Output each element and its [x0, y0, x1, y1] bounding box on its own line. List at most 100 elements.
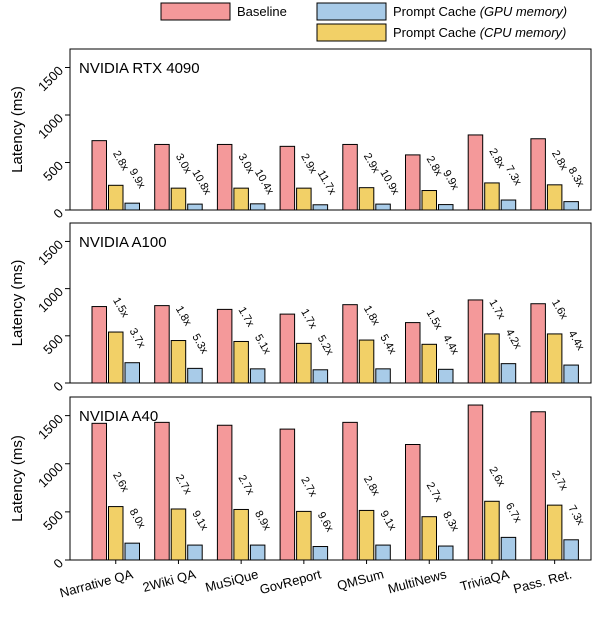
legend-swatch-gpu [316, 2, 387, 21]
y-tick-label: 1000 [35, 111, 66, 142]
speedup-label-gpu: 8.9x [252, 509, 273, 533]
x-tick-label: Pass. Ret. [512, 566, 574, 596]
y-tick-label: 1000 [35, 459, 66, 490]
speedup-label-gpu: 9.1x [377, 509, 398, 533]
bar-baseline [154, 421, 170, 561]
bar-gpu [563, 539, 579, 561]
speedup-label-cpu: 2.7x [298, 475, 319, 499]
bar-cpu [546, 184, 563, 211]
bar-cpu [358, 509, 375, 561]
speedup-label-cpu: 2.7x [236, 473, 257, 497]
speedup-label-gpu: 6.7x [503, 501, 524, 525]
bar-baseline [216, 424, 233, 561]
speedup-label-gpu: 8.3x [566, 165, 587, 189]
speedup-label-gpu: 8.3x [440, 510, 461, 534]
bar-baseline [91, 306, 107, 384]
bar-baseline [405, 444, 421, 561]
speedup-label-gpu: 5.2x [315, 333, 336, 357]
bar-gpu [375, 203, 391, 211]
legend-label-cpu: Prompt Cache (CPU memory) [393, 25, 566, 40]
bar-cpu [421, 190, 437, 211]
bar-cpu [421, 516, 437, 561]
speedup-label-cpu: 1.7x [298, 307, 319, 331]
x-tick-label: TriviaQA [458, 566, 511, 594]
bar-gpu [438, 204, 454, 211]
bar-gpu [312, 204, 329, 211]
panel-title: NVIDIA A100 [79, 234, 167, 251]
speedup-label-gpu: 4.4x [440, 333, 461, 357]
bar-baseline [154, 305, 170, 384]
bar-cpu [358, 339, 375, 384]
bar-gpu [500, 199, 517, 211]
speedup-label-gpu: 5.4x [377, 332, 398, 356]
speedup-label-cpu: 1.7x [236, 305, 257, 329]
speedup-label-cpu: 2.7x [549, 469, 570, 493]
panel-3: NVIDIA A40 Latency (ms) 0 500 1000 1500 2.6x 8.… [9, 396, 592, 600]
y-tick-label: 1000 [35, 284, 66, 315]
bar-baseline [467, 299, 484, 384]
speedup-label-cpu: 1.6x [549, 297, 570, 321]
panel-title: NVIDIA A40 [79, 408, 158, 425]
speedup-label-gpu: 10.4x [252, 167, 276, 197]
legend-label-gpu: Prompt Cache (GPU memory) [393, 4, 567, 19]
bar-gpu [438, 545, 454, 561]
x-tick-label: QMSum [335, 566, 385, 593]
bar-cpu [421, 343, 437, 384]
bar-gpu [249, 544, 266, 561]
bar-gpu [563, 201, 579, 211]
speedup-label-cpu: 1.5x [424, 308, 445, 332]
chart-panels: NVIDIA RTX 4090 Latency (ms) 0 500 1000 1500 2… [9, 48, 592, 600]
bar-gpu [500, 536, 517, 561]
legend-label-baseline: Baseline [237, 4, 287, 19]
speedup-label-cpu: 1.8x [173, 304, 194, 328]
bar-gpu [375, 544, 391, 561]
speedup-label-gpu: 5.1x [252, 332, 273, 356]
y-tick-label: 0 [50, 379, 66, 395]
speedup-label-cpu: 2.7x [173, 472, 194, 496]
y-tick-label: 500 [40, 158, 66, 184]
speedup-label-gpu: 7.3x [503, 164, 524, 188]
bar-cpu [546, 333, 563, 384]
bar-baseline [467, 404, 484, 561]
speedup-label-gpu: 8.0x [127, 507, 148, 531]
bar-cpu [233, 340, 249, 384]
panel-2: NVIDIA A100 Latency (ms) 0 500 1000 1500 1.5x 3… [9, 222, 592, 395]
y-axis-label: Latency (ms) [9, 260, 26, 347]
speedup-label-gpu: 9.6x [315, 510, 336, 534]
speedup-label-gpu: 10.8x [189, 168, 213, 198]
bar-baseline [342, 304, 358, 384]
bar-baseline [216, 143, 233, 211]
bar-cpu [484, 333, 500, 384]
bar-baseline [342, 143, 358, 211]
speedup-label-cpu: 2.8x [361, 474, 382, 498]
y-tick-label: 1500 [35, 63, 66, 94]
panel-frame [69, 396, 592, 561]
bar-baseline [467, 134, 484, 211]
bar-cpu [296, 187, 312, 211]
legend-swatch-cpu [316, 23, 387, 42]
bar-baseline [279, 313, 296, 384]
bar-baseline [279, 145, 296, 211]
bar-baseline [91, 140, 107, 211]
y-tick-label: 0 [50, 556, 66, 572]
bar-baseline [530, 138, 546, 211]
y-tick-label: 0 [50, 206, 66, 222]
speedup-label-cpu: 2.6x [486, 465, 507, 489]
y-axis-label: Latency (ms) [9, 86, 26, 173]
bar-baseline [279, 428, 296, 561]
speedup-label-cpu: 2.8x [110, 149, 131, 173]
bar-cpu [546, 504, 563, 561]
bar-cpu [108, 184, 124, 211]
x-tick-label: GovReport [258, 566, 323, 597]
y-tick-label: 500 [40, 507, 66, 533]
bar-baseline [530, 303, 546, 384]
bar-cpu [170, 508, 187, 561]
bar-gpu [124, 362, 140, 384]
y-tick-label: 1500 [35, 411, 66, 442]
bar-gpu [124, 542, 140, 561]
speedup-label-gpu: 3.7x [127, 326, 148, 350]
bar-cpu [108, 506, 124, 561]
bar-baseline [405, 154, 421, 211]
speedup-label-gpu: 9.1x [189, 509, 210, 533]
panel-frame [69, 222, 592, 384]
